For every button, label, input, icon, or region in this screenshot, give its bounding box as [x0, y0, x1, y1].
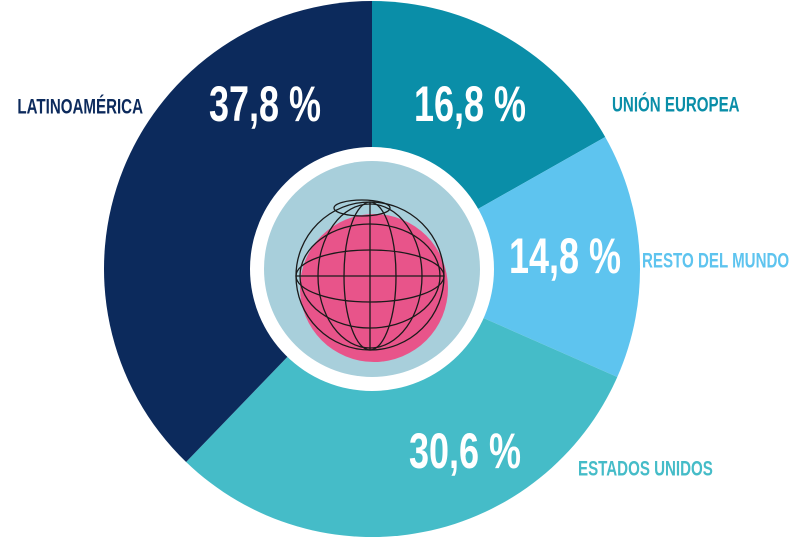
value-label: 30,6 % [409, 425, 521, 480]
category-label-group: RESTO DEL MUNDO [642, 248, 789, 272]
globe-icon [295, 199, 448, 362]
value-label-group: 14,8 % [509, 230, 621, 285]
slice [186, 269, 618, 537]
value-label: 16,8 % [414, 78, 526, 133]
category-label-group: ESTADOS UNIDOS [578, 456, 713, 480]
value-label: 14,8 % [509, 230, 621, 285]
category-label-group: LATINOAMÉRICA [17, 94, 143, 118]
labels: 16,8 % UNIÓN EUROPEA 14,8 % RESTO DEL MUNDO… [17, 78, 789, 481]
value-label-group: 30,6 % [409, 425, 521, 480]
slice [372, 136, 640, 377]
category-label: RESTO DEL MUNDO [642, 248, 789, 272]
category-label-group: UNIÓN EUROPEA [612, 92, 740, 116]
value-label-group: 16,8 % [414, 78, 526, 133]
value-label-group: 37,8 % [209, 78, 321, 133]
category-label: UNIÓN EUROPEA [612, 92, 740, 116]
category-label: LATINOAMÉRICA [17, 94, 143, 118]
slice [104, 1, 372, 463]
value-label: 37,8 % [209, 78, 321, 133]
category-label: ESTADOS UNIDOS [578, 456, 713, 480]
